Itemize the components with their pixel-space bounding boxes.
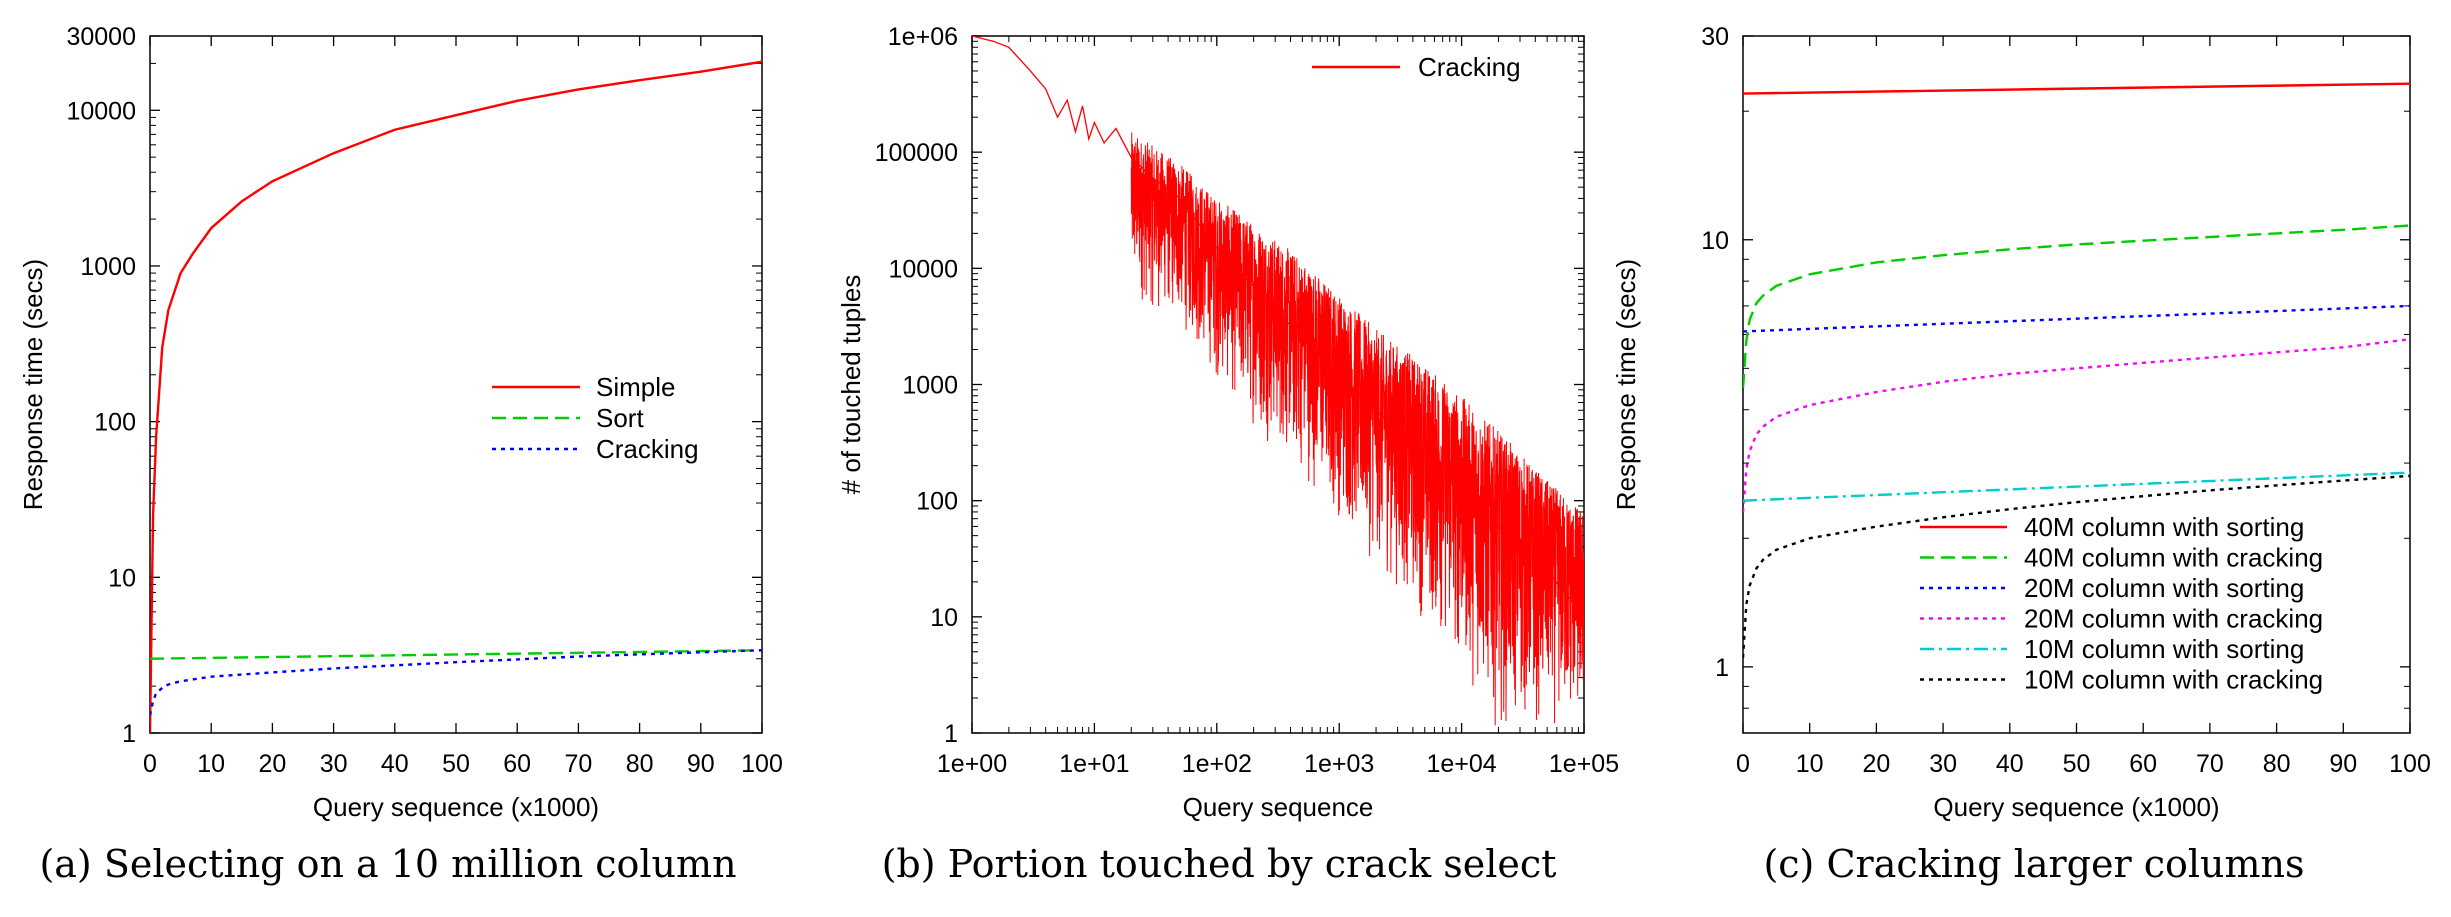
y-tick-label: 10000 bbox=[66, 97, 136, 125]
y-tick-label: 100 bbox=[916, 488, 958, 516]
series-5 bbox=[1743, 474, 2410, 658]
plot-area bbox=[150, 60, 762, 733]
y-tick-label: 30 bbox=[1701, 23, 1729, 51]
chart-panel-1: 1e+00 1e+01 1e+02 1e+03 1e+04 1e+05 1 10 100 1000… bbox=[836, 23, 1619, 886]
series-line bbox=[1743, 304, 2410, 333]
x-tick-label: 20 bbox=[258, 750, 286, 778]
y-tick-label: 10 bbox=[108, 564, 136, 592]
series-line bbox=[1743, 474, 2410, 658]
y-axis-label: # of touched tuples bbox=[836, 275, 866, 495]
x-tick-label: 70 bbox=[2196, 750, 2224, 778]
legend-label: 20M column with cracking bbox=[2024, 604, 2323, 634]
y-tick-label: 10 bbox=[930, 604, 958, 632]
series-line bbox=[1743, 224, 2410, 388]
x-tick-label: 1e+01 bbox=[1059, 750, 1129, 778]
x-tick-label: 1e+02 bbox=[1182, 750, 1252, 778]
x-tick-label: 100 bbox=[741, 750, 783, 778]
legend-label: 40M column with cracking bbox=[2024, 543, 2323, 573]
x-tick-label: 0 bbox=[1736, 750, 1750, 778]
x-tick-label: 10 bbox=[197, 750, 225, 778]
series-line bbox=[1743, 471, 2410, 502]
series-line bbox=[1743, 82, 2410, 95]
x-tick-label: 50 bbox=[2063, 750, 2091, 778]
x-tick-label: 1e+00 bbox=[937, 750, 1007, 778]
y-tick-label: 1 bbox=[122, 720, 136, 748]
panel-caption: (a) Selecting on a 10 million column bbox=[39, 842, 736, 886]
series-0 bbox=[972, 36, 1584, 726]
plot-area bbox=[972, 36, 1584, 726]
x-tick-label: 40 bbox=[381, 750, 409, 778]
legend-label: 40M column with sorting bbox=[2024, 512, 2304, 542]
x-tick-label: 70 bbox=[564, 750, 592, 778]
series-2 bbox=[150, 649, 762, 716]
x-tick-label: 30 bbox=[1929, 750, 1957, 778]
series-4 bbox=[1743, 471, 2410, 502]
series-line bbox=[150, 649, 762, 716]
y-tick-label: 10 bbox=[1701, 227, 1729, 255]
x-axis-label: Query sequence bbox=[1183, 792, 1374, 822]
y-tick-label: 1000 bbox=[80, 253, 136, 281]
x-tick-label: 40 bbox=[1996, 750, 2024, 778]
legend-label: Cracking bbox=[596, 434, 699, 464]
panel-caption: (b) Portion touched by crack select bbox=[882, 842, 1557, 886]
y-tick-label: 30000 bbox=[66, 23, 136, 51]
y-tick-label: 1 bbox=[944, 720, 958, 748]
x-tick-label: 80 bbox=[626, 750, 654, 778]
x-tick-label: 60 bbox=[2129, 750, 2157, 778]
x-tick-label: 10 bbox=[1796, 750, 1824, 778]
series-0 bbox=[150, 60, 762, 733]
x-tick-label: 1e+05 bbox=[1549, 750, 1619, 778]
y-tick-label: 100 bbox=[94, 409, 136, 437]
series-noise-band bbox=[1130, 132, 1584, 726]
y-tick-label: 10000 bbox=[888, 255, 958, 283]
x-tick-label: 60 bbox=[503, 750, 531, 778]
legend-label: Sort bbox=[596, 403, 644, 433]
x-tick-label: 30 bbox=[320, 750, 348, 778]
x-tick-label: 90 bbox=[2329, 750, 2357, 778]
x-tick-label: 1e+04 bbox=[1426, 750, 1496, 778]
y-tick-label: 100000 bbox=[875, 139, 958, 167]
y-tick-label: 1000 bbox=[902, 372, 958, 400]
x-tick-label: 50 bbox=[442, 750, 470, 778]
series-2 bbox=[1743, 304, 2410, 333]
x-tick-label: 90 bbox=[687, 750, 715, 778]
y-axis-label: Response time (secs) bbox=[18, 259, 48, 510]
x-axis-label: Query sequence (x1000) bbox=[1933, 792, 2219, 822]
x-tick-label: 100 bbox=[2389, 750, 2431, 778]
y-tick-label: 1 bbox=[1715, 654, 1729, 682]
x-tick-label: 0 bbox=[143, 750, 157, 778]
x-tick-label: 80 bbox=[2263, 750, 2291, 778]
legend-label: 10M column with cracking bbox=[2024, 665, 2323, 695]
series-0 bbox=[1743, 82, 2410, 95]
x-axis-label: Query sequence (x1000) bbox=[313, 792, 599, 822]
series-line bbox=[150, 649, 762, 660]
legend: Cracking bbox=[1312, 52, 1521, 82]
series-line bbox=[972, 36, 1584, 618]
panel-caption: (c) Cracking larger columns bbox=[1763, 842, 2304, 886]
series-line bbox=[1743, 338, 2410, 513]
legend-label: 10M column with sorting bbox=[2024, 634, 2304, 664]
y-axis-label: Response time (secs) bbox=[1611, 259, 1641, 510]
x-tick-label: 1e+03 bbox=[1304, 750, 1374, 778]
legend-label: Cracking bbox=[1418, 52, 1521, 82]
y-tick-label: 1e+06 bbox=[888, 23, 958, 51]
legend-label: Simple bbox=[596, 372, 675, 402]
chart-panel-0: 0 10 20 30 40 50 60 70 80 90 100110100100010000300… bbox=[18, 23, 783, 886]
series-line bbox=[150, 60, 762, 733]
legend-label: 20M column with sorting bbox=[2024, 573, 2304, 603]
series-1 bbox=[1743, 224, 2410, 388]
series-3 bbox=[1743, 338, 2410, 513]
plot-area bbox=[1743, 82, 2410, 658]
x-tick-label: 20 bbox=[1862, 750, 1890, 778]
